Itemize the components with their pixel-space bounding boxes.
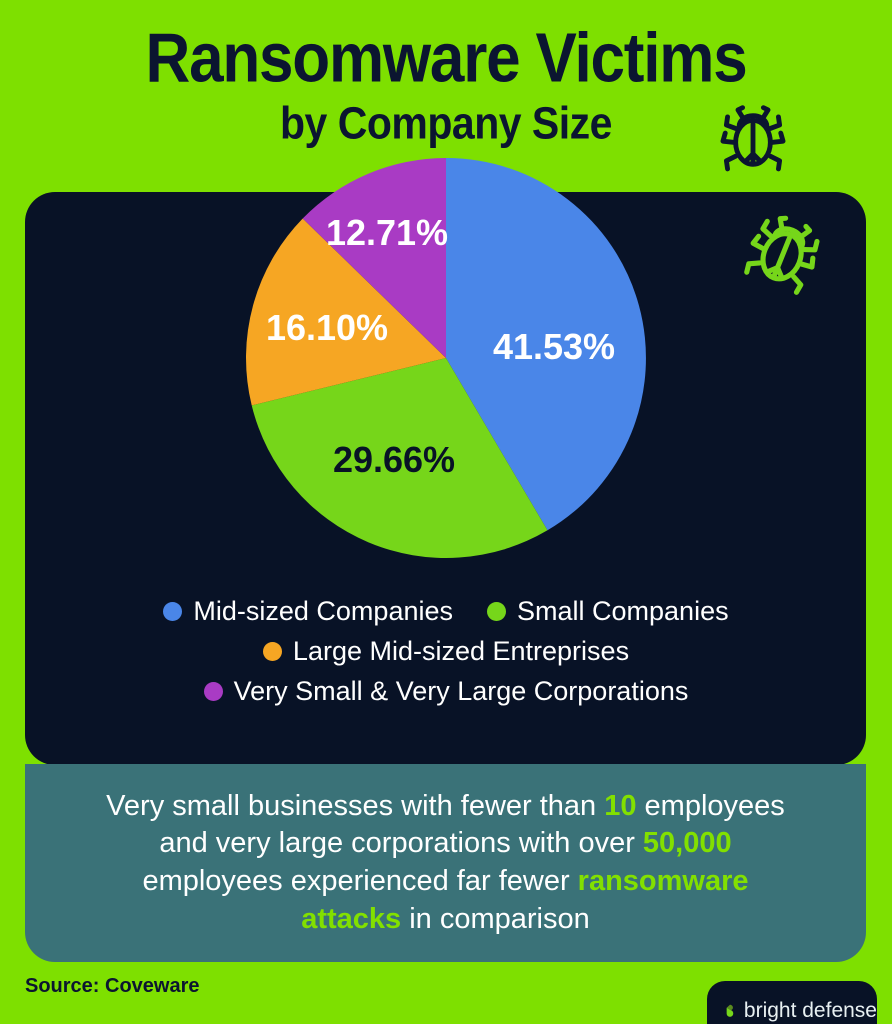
svg-text:29.66%: 29.66% <box>333 439 455 480</box>
svg-text:41.53%: 41.53% <box>493 326 615 367</box>
svg-text:16.10%: 16.10% <box>266 307 388 348</box>
svg-text:12.71%: 12.71% <box>326 212 448 253</box>
